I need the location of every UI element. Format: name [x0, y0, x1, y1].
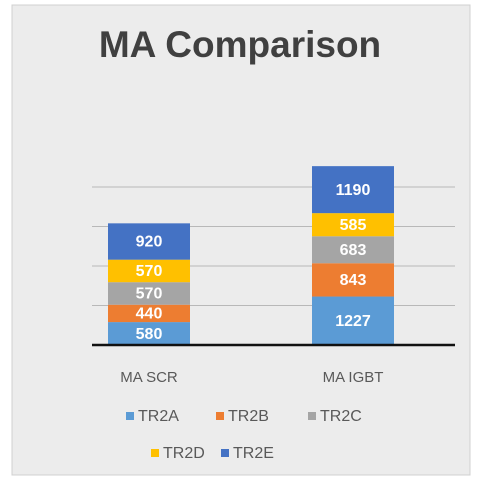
legend-label: TR2C	[320, 408, 362, 425]
bar-segment	[312, 213, 394, 237]
bar-segment	[312, 236, 394, 264]
chart-background	[11, 4, 471, 476]
data-label: 920	[136, 234, 163, 251]
chart-title: MA Comparison	[98, 24, 382, 65]
bar-segment	[108, 282, 190, 305]
legend-label: TR2B	[228, 408, 269, 425]
data-label: 585	[340, 217, 367, 234]
data-label: 570	[136, 286, 163, 303]
x-tick-label: MA SCR	[120, 369, 178, 386]
legend-label: TR2E	[233, 445, 274, 462]
bar-segment	[312, 166, 394, 214]
bar-segment	[108, 259, 190, 283]
legend-label: TR2A	[138, 408, 179, 425]
legend-swatch	[151, 449, 159, 457]
legend-swatch	[216, 412, 224, 420]
legend-swatch	[126, 412, 134, 420]
data-label: 580	[136, 326, 163, 343]
data-label: 440	[136, 306, 163, 323]
legend-label: TR2D	[163, 445, 205, 462]
bar-segment	[312, 263, 394, 297]
data-label: 843	[340, 272, 367, 289]
data-label: 683	[340, 242, 367, 259]
bar-segment	[108, 304, 190, 323]
data-label: 1190	[336, 182, 371, 199]
bar-segment	[108, 223, 190, 260]
x-tick-label: MA IGBT	[323, 369, 384, 386]
bar-segment	[312, 296, 394, 345]
data-label: 570	[136, 263, 163, 280]
legend-swatch	[221, 449, 229, 457]
data-label: 1227	[335, 313, 371, 330]
bar-segment	[108, 322, 190, 345]
legend-swatch	[308, 412, 316, 420]
